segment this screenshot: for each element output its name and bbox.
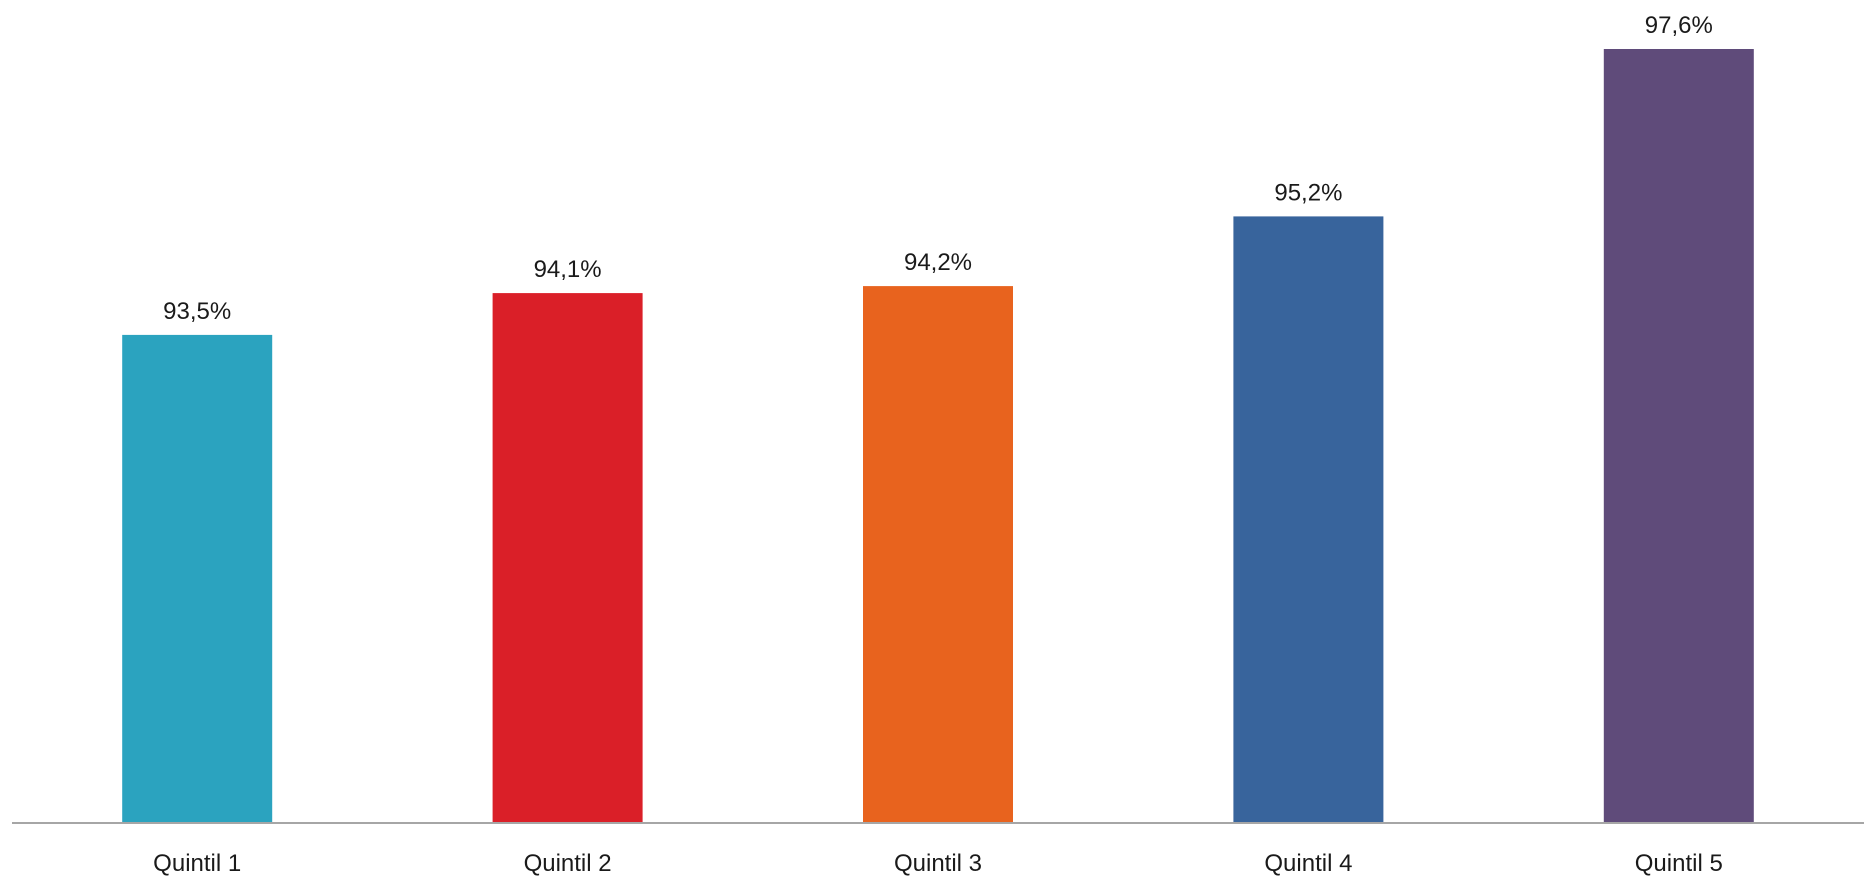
bar-2 (492, 293, 643, 824)
bars-group (122, 49, 1754, 824)
value-label-2: 94,1% (534, 256, 602, 283)
bar-3 (863, 286, 1013, 824)
category-label-3: Quintil 3 (894, 850, 982, 877)
bar-4 (1233, 216, 1384, 823)
category-label-1: Quintil 1 (153, 850, 241, 877)
bar-5 (1603, 49, 1754, 823)
bar-1 (122, 334, 273, 823)
value-labels-group: 93,5% 94,1% 94,2% 95,2% 97,6% (163, 12, 1713, 325)
value-label-5: 97,6% (1645, 12, 1713, 39)
category-label-5: Quintil 5 (1635, 850, 1723, 877)
value-label-3: 94,2% (904, 249, 972, 276)
value-label-1: 93,5% (163, 298, 231, 325)
value-label-4: 95,2% (1274, 179, 1342, 206)
category-label-4: Quintil 4 (1264, 850, 1352, 877)
category-labels-group: Quintil 1 Quintil 2 Quintil 3 Quintil 4 Quin… (153, 850, 1723, 877)
category-label-2: Quintil 2 (524, 850, 612, 877)
